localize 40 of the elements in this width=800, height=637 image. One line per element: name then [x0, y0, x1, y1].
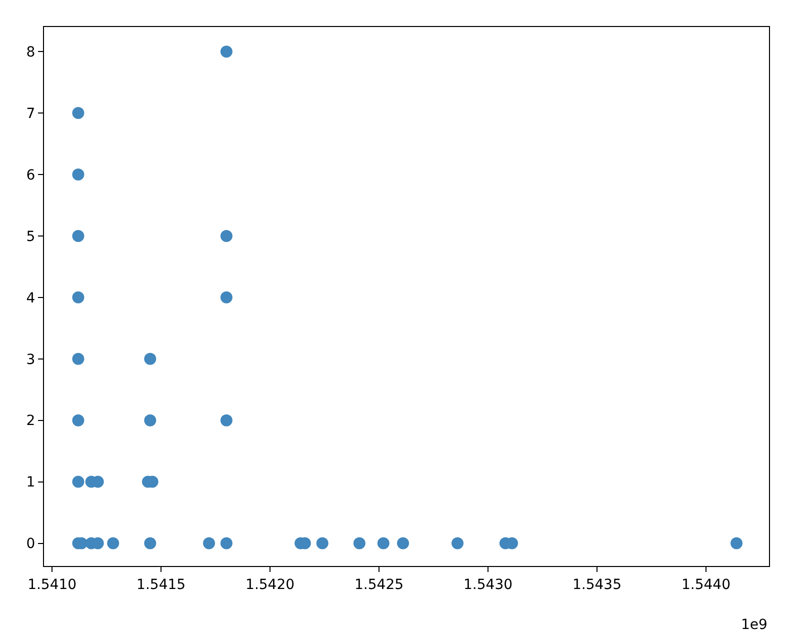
- point: [107, 537, 120, 550]
- point: [144, 537, 156, 550]
- y-tick-label: 4: [26, 290, 36, 306]
- y-tick-label: 2: [26, 413, 36, 430]
- x-tick-label: 1.5435: [572, 576, 622, 593]
- point: [72, 230, 84, 242]
- point: [220, 414, 232, 426]
- point: [452, 537, 464, 550]
- y-tick-label: 0: [26, 536, 36, 552]
- point: [220, 291, 232, 304]
- y-tick-label: 1: [26, 474, 36, 491]
- text: 1e9: [741, 617, 768, 633]
- point: [316, 537, 328, 550]
- point: [72, 476, 84, 488]
- point: [730, 537, 743, 550]
- x-tick-label: 1.5410: [28, 576, 77, 593]
- point: [220, 537, 232, 550]
- point: [353, 537, 366, 550]
- y-tick-label: 3: [26, 352, 36, 368]
- y-tick-label: 8: [26, 44, 36, 60]
- point: [144, 352, 156, 365]
- point: [72, 107, 84, 120]
- x-tick-label: 1.5425: [354, 576, 404, 593]
- x-tick-label: 1.5420: [246, 576, 295, 593]
- point: [220, 46, 232, 58]
- y-tick-label: 6: [26, 167, 36, 184]
- point: [72, 352, 84, 365]
- point: [203, 537, 216, 550]
- x-tick-label: 1.5440: [682, 576, 730, 593]
- point: [144, 414, 156, 426]
- y-tick-label: 5: [26, 228, 36, 245]
- point: [72, 168, 84, 180]
- point: [220, 230, 232, 242]
- x-tick-label: 1.5415: [136, 576, 186, 593]
- point: [72, 414, 84, 426]
- point: [377, 537, 390, 550]
- y-tick-label: 7: [26, 106, 36, 122]
- x-tick-label: 1.5430: [464, 576, 513, 593]
- point: [397, 537, 410, 550]
- point: [72, 291, 84, 304]
